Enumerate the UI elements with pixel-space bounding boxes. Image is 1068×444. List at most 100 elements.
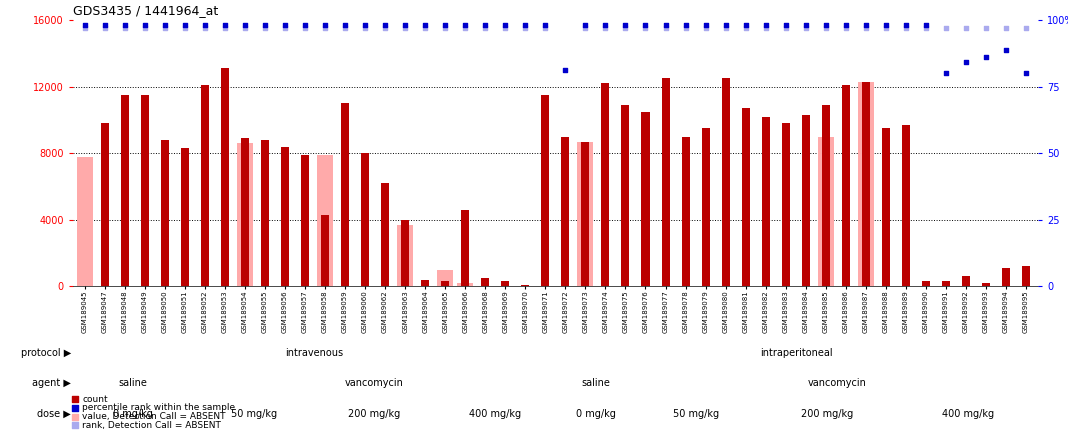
Text: vancomycin: vancomycin: [807, 378, 866, 388]
Point: [998, 25, 1015, 32]
Point: [797, 21, 814, 28]
Bar: [962, 276, 970, 286]
Point: [837, 25, 854, 32]
Point: [497, 25, 514, 32]
Point: [476, 25, 493, 32]
Bar: [681, 137, 690, 286]
Point: [96, 21, 113, 28]
Point: [657, 21, 674, 28]
Point: [316, 21, 333, 28]
Text: 0 mg/kg: 0 mg/kg: [576, 408, 615, 419]
Text: vancomycin: vancomycin: [345, 378, 404, 388]
Bar: [562, 137, 569, 286]
Bar: [862, 82, 869, 286]
Point: [677, 25, 694, 32]
Point: [297, 208, 314, 215]
Point: [737, 25, 754, 32]
Point: [176, 21, 193, 28]
Point: [377, 21, 394, 28]
Bar: [818, 137, 834, 286]
Point: [577, 25, 594, 32]
Bar: [661, 78, 670, 286]
Text: intraperitoneal: intraperitoneal: [760, 348, 833, 358]
Text: 0 mg/kg: 0 mg/kg: [113, 408, 153, 419]
Bar: [821, 105, 830, 286]
Point: [757, 21, 774, 28]
Bar: [901, 125, 910, 286]
Bar: [922, 281, 930, 286]
Text: rank, Detection Call = ABSENT: rank, Detection Call = ABSENT: [82, 421, 221, 430]
Bar: [882, 128, 890, 286]
Bar: [1002, 268, 1010, 286]
Point: [597, 21, 614, 28]
Bar: [381, 183, 389, 286]
Point: [96, 25, 113, 32]
Bar: [221, 68, 229, 286]
Bar: [161, 140, 169, 286]
Bar: [501, 281, 509, 286]
Point: [977, 25, 994, 32]
Bar: [261, 140, 269, 286]
Bar: [141, 95, 148, 286]
Bar: [121, 95, 129, 286]
Bar: [581, 142, 590, 286]
Point: [917, 21, 934, 28]
Point: [877, 21, 894, 28]
Point: [957, 25, 974, 32]
Point: [76, 21, 93, 28]
Bar: [301, 155, 309, 286]
Point: [396, 25, 413, 32]
Bar: [858, 82, 874, 286]
Point: [377, 25, 394, 32]
Point: [737, 21, 754, 28]
Point: [877, 25, 894, 32]
Point: [336, 21, 354, 28]
Point: [76, 25, 93, 32]
Point: [938, 70, 955, 77]
Bar: [441, 281, 450, 286]
Bar: [642, 111, 649, 286]
Point: [116, 25, 134, 32]
Point: [537, 21, 554, 28]
Point: [336, 25, 354, 32]
Point: [858, 25, 875, 32]
Bar: [241, 138, 249, 286]
Point: [297, 25, 314, 32]
Text: 200 mg/kg: 200 mg/kg: [348, 408, 400, 419]
Point: [437, 21, 454, 28]
Bar: [482, 278, 489, 286]
Point: [817, 25, 834, 32]
Bar: [437, 270, 453, 286]
Point: [297, 287, 314, 294]
Point: [357, 21, 374, 28]
Point: [217, 25, 234, 32]
Point: [197, 21, 214, 28]
Point: [697, 25, 714, 32]
Bar: [81, 285, 89, 286]
Point: [617, 25, 634, 32]
Point: [156, 25, 173, 32]
Text: 50 mg/kg: 50 mg/kg: [673, 408, 719, 419]
Text: percentile rank within the sample: percentile rank within the sample: [82, 403, 235, 412]
Text: 50 mg/kg: 50 mg/kg: [231, 408, 277, 419]
Text: saline: saline: [119, 378, 147, 388]
Point: [697, 21, 714, 28]
Point: [277, 21, 294, 28]
Point: [957, 58, 974, 65]
Text: count: count: [82, 395, 108, 404]
Point: [657, 25, 674, 32]
Point: [917, 25, 934, 32]
Point: [617, 21, 634, 28]
Point: [677, 21, 694, 28]
Bar: [341, 103, 349, 286]
Point: [717, 25, 734, 32]
Bar: [541, 95, 549, 286]
Point: [938, 25, 955, 32]
Bar: [601, 83, 610, 286]
Point: [637, 21, 654, 28]
Point: [1018, 70, 1035, 77]
Text: saline: saline: [581, 378, 610, 388]
Point: [396, 21, 413, 28]
Point: [897, 21, 914, 28]
Point: [717, 21, 734, 28]
